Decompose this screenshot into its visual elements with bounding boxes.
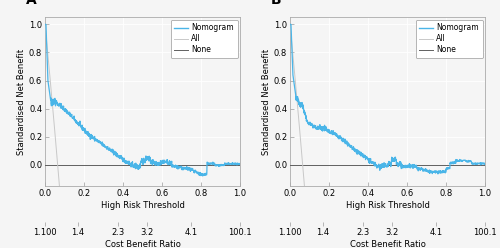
Legend: Nomogram, All, None: Nomogram, All, None [416, 20, 482, 58]
Y-axis label: Standardised Net Benefit: Standardised Net Benefit [262, 49, 271, 155]
Legend: Nomogram, All, None: Nomogram, All, None [170, 20, 237, 58]
Text: A: A [26, 0, 36, 7]
Text: B: B [270, 0, 281, 7]
X-axis label: High Risk Threshold: High Risk Threshold [100, 201, 184, 210]
X-axis label: High Risk Threshold: High Risk Threshold [346, 201, 430, 210]
Y-axis label: Standardised Net Benefit: Standardised Net Benefit [17, 49, 26, 155]
X-axis label: Cost Benefit Ratio: Cost Benefit Ratio [104, 240, 180, 248]
X-axis label: Cost Benefit Ratio: Cost Benefit Ratio [350, 240, 426, 248]
